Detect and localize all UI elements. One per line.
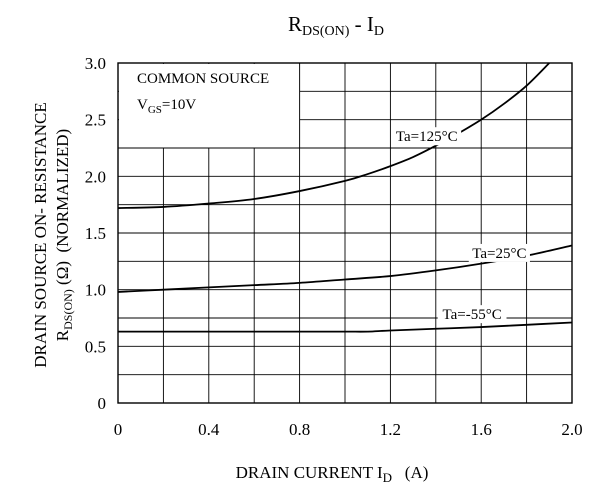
series-line-ta125 [117, 62, 550, 209]
x-tick-label: 0.4 [198, 420, 220, 439]
y-tick-label: 1.0 [85, 281, 106, 300]
y-axis-title-line2: RDS(ON) (Ω) (NORMALIZED) [53, 129, 75, 341]
series-label-ta125: Ta=125°C [396, 129, 458, 145]
x-tick-label: 2.0 [561, 420, 582, 439]
x-tick-label: 1.2 [380, 420, 401, 439]
y-tick-label: 1.5 [85, 224, 106, 243]
series-label-ta-55: Ta=-55°C [443, 307, 502, 323]
series-label-bg [437, 305, 507, 324]
y-tick-label: 0 [98, 394, 107, 413]
y-tick-label: 0.5 [85, 337, 106, 356]
annotation-line2: VGS=10V [137, 97, 196, 116]
plot-frame [117, 62, 573, 404]
series-label-bg [468, 243, 530, 262]
x-axis-title: DRAIN CURRENT ID (A) [236, 463, 429, 485]
y-axis-title-line1: DRAIN SOURCE ON- RESISTANCE [31, 102, 50, 367]
x-tick-label: 0.8 [289, 420, 310, 439]
plot-area: COMMON SOURCE VGS=10V Ta=125°C Ta=25°C Ta=-5… [85, 54, 583, 439]
series-label-ta25: Ta=25°C [472, 246, 526, 262]
x-tick-label: 1.6 [471, 420, 492, 439]
y-tick-label: 2.5 [85, 111, 106, 130]
series-label-bg [392, 127, 462, 146]
annotation-line1: COMMON SOURCE [137, 71, 269, 87]
y-axis-title: DRAIN SOURCE ON- RESISTANCE RDS(ON) (Ω) … [31, 102, 75, 367]
chart-title: RDS(ON) - ID [288, 12, 384, 39]
series-line-ta-55 [118, 321, 573, 333]
annotation-box-bg [119, 64, 300, 148]
y-tick-label: 3.0 [85, 54, 106, 73]
x-tick-label: 0 [114, 420, 123, 439]
y-tick-label: 2.0 [85, 167, 106, 186]
